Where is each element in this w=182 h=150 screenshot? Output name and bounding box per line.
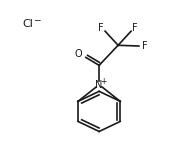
Text: Cl: Cl — [22, 20, 33, 29]
Text: F: F — [98, 24, 104, 33]
Text: N: N — [95, 80, 103, 90]
Text: F: F — [142, 41, 148, 51]
Text: F: F — [132, 24, 138, 33]
Text: −: − — [33, 15, 40, 24]
Text: O: O — [74, 49, 82, 59]
Text: +: + — [100, 77, 106, 86]
